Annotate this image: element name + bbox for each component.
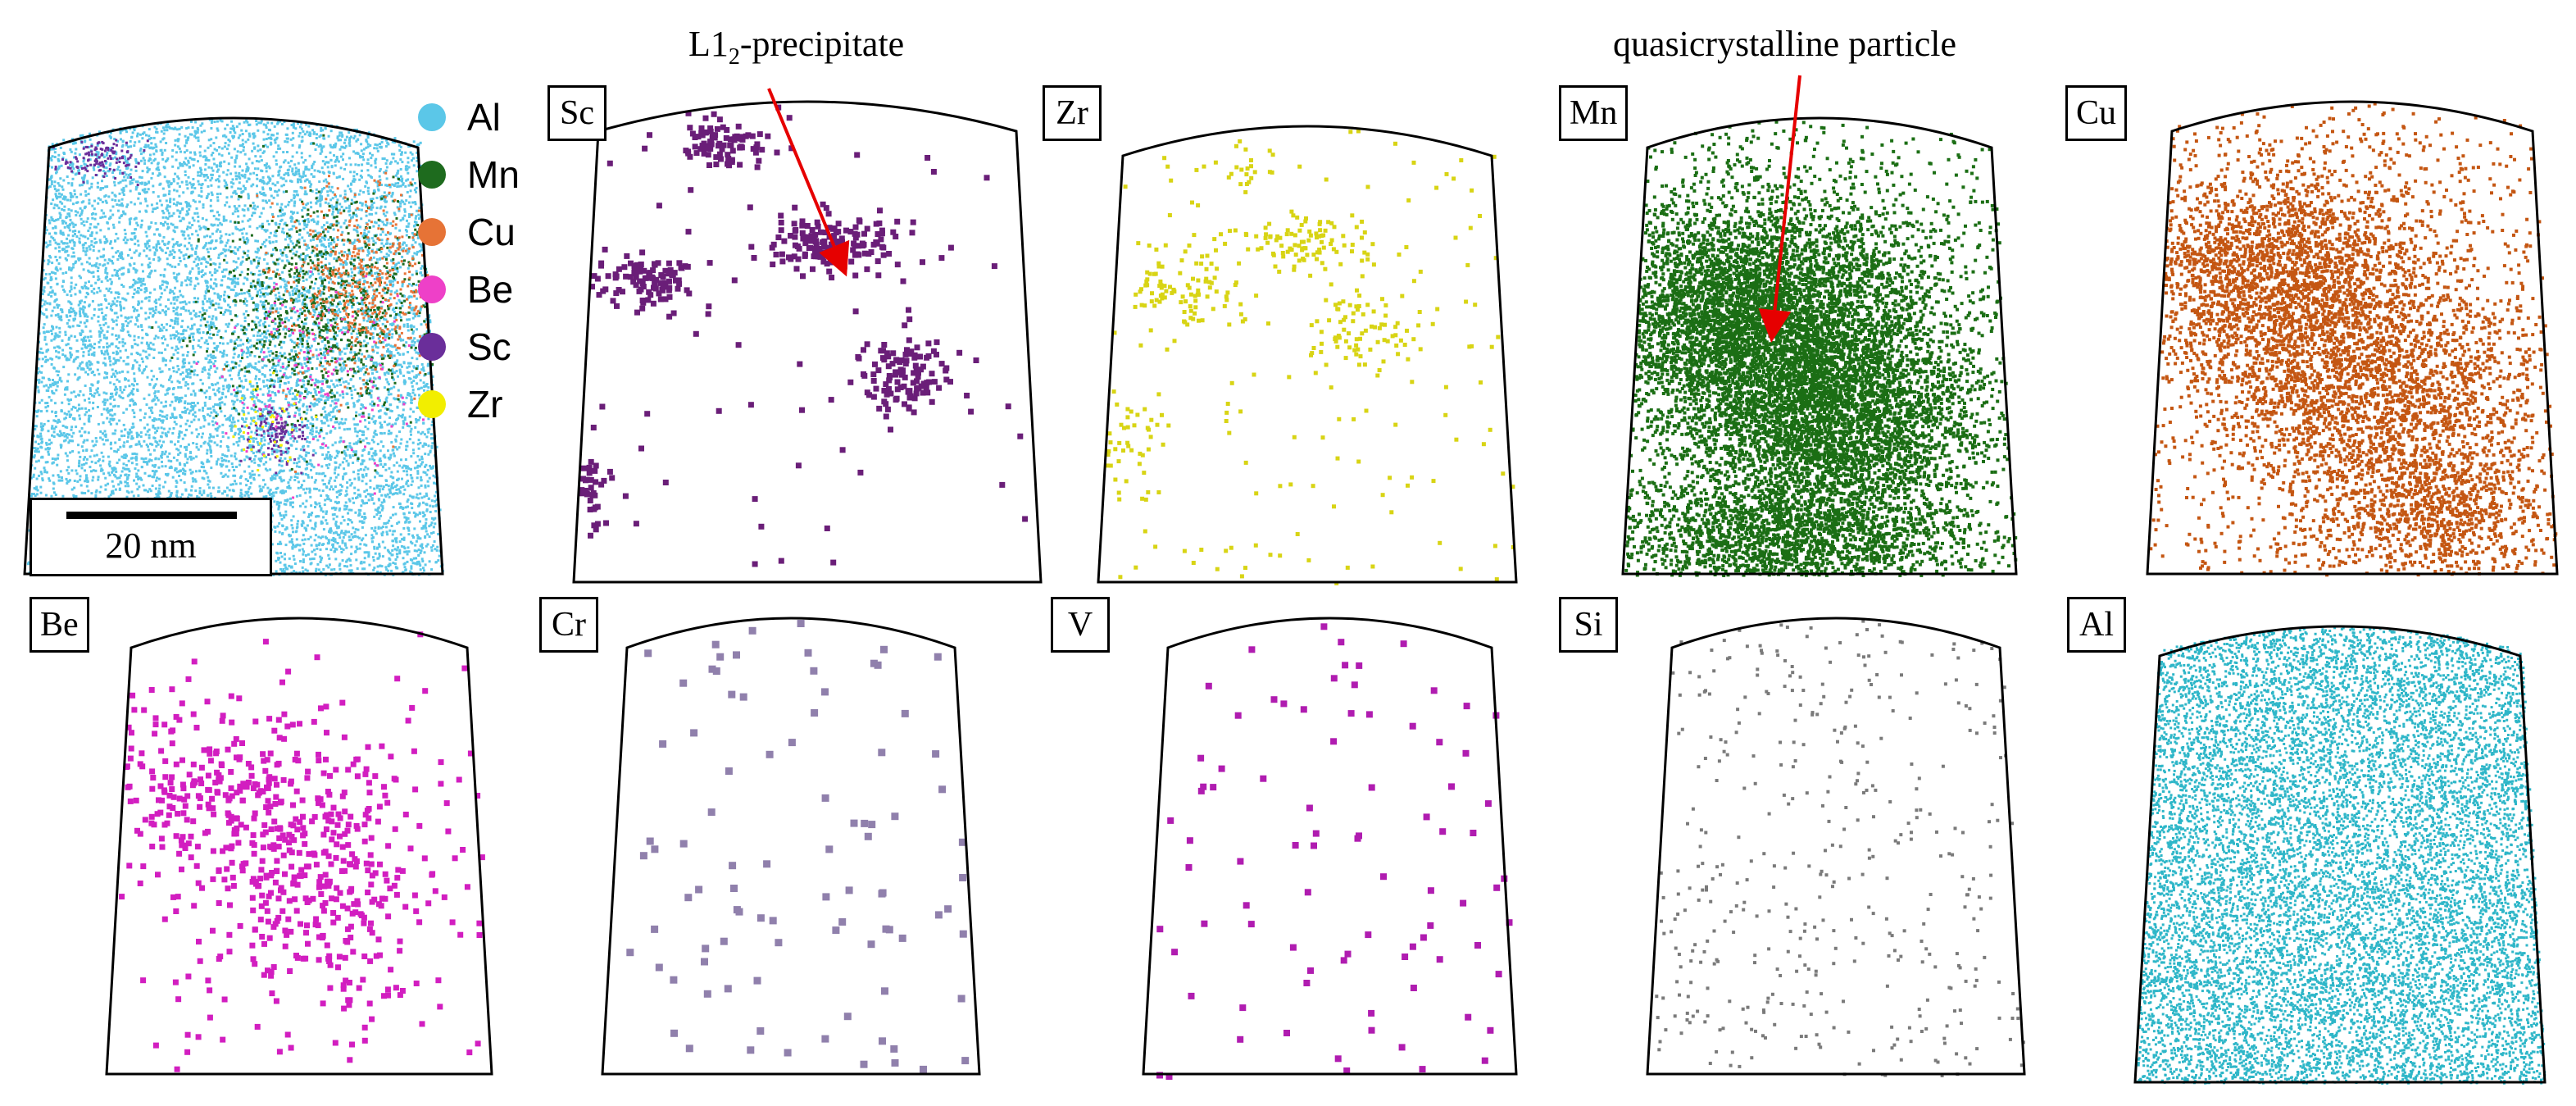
legend-item: Be: [418, 261, 520, 318]
mn-label: Mn: [1559, 85, 1629, 141]
zr-atom-map: [1097, 125, 1518, 585]
al-atom-map: [2133, 625, 2546, 1085]
reconstruction-outline: [105, 617, 493, 1076]
cr-label: Cr: [539, 597, 598, 653]
atom-cloud: [626, 620, 970, 1073]
be-label: Be: [30, 597, 89, 653]
mn-atom-map: [1621, 116, 2018, 577]
reconstruction-outline: [572, 100, 1043, 584]
cr-atom-map: [601, 617, 981, 1076]
annotation-base: L1: [688, 24, 729, 64]
atom-cloud: [2136, 626, 2546, 1085]
reconstruction-outline: [2133, 625, 2546, 1084]
element-legend: Al Mn Cu Be Sc Zr: [418, 89, 520, 433]
reconstruction-outline: [1621, 116, 2018, 576]
legend-label: Mn: [467, 152, 520, 197]
legend-item: Cu: [418, 203, 520, 261]
quasi-arrow: [1758, 75, 1801, 343]
annotation-subscript: 2: [729, 44, 740, 70]
scale-bar: 20 nm: [30, 498, 272, 576]
sc-atom-map: [572, 100, 1043, 584]
si-label: Si: [1559, 597, 1618, 653]
legend-label: Al: [467, 95, 501, 139]
reconstruction-outline: [1097, 125, 1518, 584]
si-atom-map: [1646, 617, 2026, 1077]
atom-cloud: [2149, 102, 2558, 577]
reconstruction-outline: [601, 617, 981, 1076]
legend-color-dot: [418, 103, 446, 131]
sc-label: Sc: [547, 85, 607, 141]
scale-bar-label: 20 nm: [32, 525, 270, 567]
reconstruction-outline: [1142, 617, 1518, 1076]
atom-cloud: [579, 104, 1029, 567]
atom-cloud: [1655, 619, 2025, 1077]
legend-label: Zr: [467, 382, 502, 426]
l12-arrow: [767, 88, 850, 277]
l12-precipitate-annotation: L12-precipitate: [688, 23, 904, 71]
reconstruction-outline: [23, 116, 444, 576]
scale-bar-line: [66, 512, 237, 519]
legend-color-dot: [418, 333, 446, 361]
atom-cloud: [1105, 129, 1515, 585]
legend-color-dot: [418, 390, 446, 418]
legend-item: Sc: [418, 318, 520, 375]
legend-color-dot: [418, 161, 446, 189]
v-label: V: [1051, 597, 1110, 653]
legend-label: Cu: [467, 210, 516, 254]
legend-item: Zr: [418, 375, 520, 433]
legend-item: Al: [418, 89, 520, 146]
legend-color-dot: [418, 218, 446, 246]
reconstruction-outline: [1646, 617, 2026, 1076]
legend-label: Sc: [467, 325, 511, 369]
atom-cloud: [1624, 120, 2018, 577]
annotation-suffix: -precipitate: [740, 24, 904, 64]
cu-label: Cu: [2065, 85, 2128, 141]
zr-label: Zr: [1043, 85, 1102, 141]
v-atom-map: [1142, 617, 1518, 1080]
legend-color-dot: [418, 275, 446, 303]
legend-label: Be: [467, 267, 513, 312]
be-atom-map: [105, 617, 493, 1076]
legend-item: Mn: [418, 146, 520, 203]
al-label: Al: [2067, 597, 2126, 653]
atom-cloud: [119, 631, 485, 1072]
cu-atom-map: [2146, 100, 2559, 577]
atom-cloud: [1156, 623, 1513, 1080]
reconstruction-outline: [2146, 100, 2559, 576]
quasicrystalline-particle-annotation: quasicrystalline particle: [1613, 23, 1956, 65]
